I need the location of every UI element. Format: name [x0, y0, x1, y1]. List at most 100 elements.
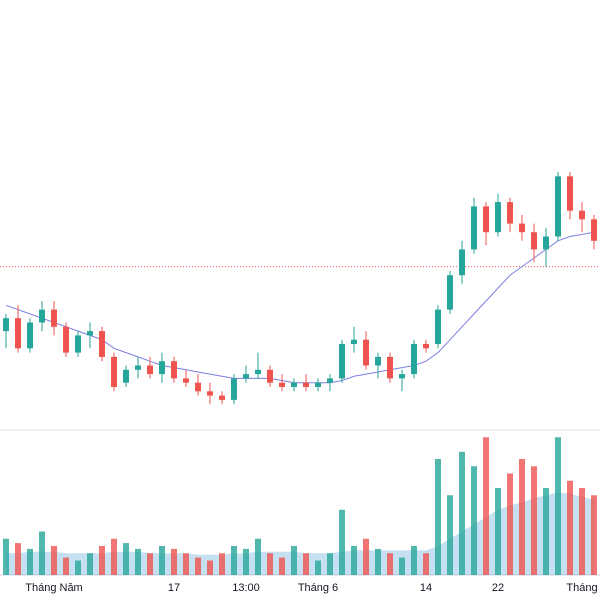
volume-bar [459, 451, 465, 575]
volume-bar [303, 553, 309, 575]
candle-body [243, 374, 249, 379]
volume-bar [3, 538, 9, 575]
volume-bar [87, 553, 93, 575]
x-tick-label: 17 [168, 582, 180, 594]
volume-bar [279, 557, 285, 575]
volume-bar [555, 437, 561, 575]
candle-body [3, 318, 9, 332]
volume-bar [123, 543, 129, 575]
volume-bar [171, 548, 177, 575]
volume-bar [39, 531, 45, 575]
x-tick-label: 14 [420, 582, 432, 594]
candle-body [363, 339, 369, 366]
volume-bar [399, 557, 405, 575]
candle-body [267, 369, 273, 383]
volume-bar [351, 546, 357, 575]
candle-body [15, 318, 21, 349]
candle-body [207, 391, 213, 396]
volume-bar [135, 548, 141, 575]
candle-body [339, 344, 345, 379]
volume-bar [99, 546, 105, 575]
candle-body [219, 395, 225, 400]
volume-bar [519, 459, 525, 575]
candle-body [315, 382, 321, 387]
candle-body [591, 219, 597, 241]
volume-bar [423, 553, 429, 575]
volume-bar [51, 546, 57, 575]
volume-bar [579, 488, 585, 575]
candle-body [195, 382, 201, 392]
volume-bar [207, 560, 213, 575]
x-tick-label: Tháng Năm [25, 582, 82, 594]
candle-body [27, 322, 33, 349]
candle-body [423, 344, 429, 349]
volume-bar [183, 553, 189, 575]
volume-bar [447, 495, 453, 575]
candle-body [303, 382, 309, 387]
volume-bar [27, 548, 33, 575]
candle-body [291, 382, 297, 387]
candle-body [543, 236, 549, 250]
volume-bar [591, 495, 597, 575]
candle-body [39, 309, 45, 323]
candle-body [111, 356, 117, 387]
volume-bar [339, 509, 345, 575]
candle-body [171, 361, 177, 379]
volume-bar [567, 480, 573, 575]
candle-body [471, 206, 477, 250]
candle-body [435, 309, 441, 344]
volume-bar [111, 538, 117, 575]
candle-body [51, 309, 57, 327]
candle-body [147, 365, 153, 375]
candle-body [135, 365, 141, 370]
candle-body [447, 275, 453, 310]
x-tick-label: Tháng [566, 582, 597, 594]
candle-body [531, 232, 537, 250]
volume-bar [411, 546, 417, 575]
candle-body [459, 249, 465, 276]
candle-body [279, 382, 285, 387]
volume-bar [219, 553, 225, 575]
candle-body [555, 176, 561, 237]
volume-bar [231, 546, 237, 575]
volume-bar [495, 488, 501, 575]
candle-body [375, 356, 381, 366]
candle-body [567, 176, 573, 211]
candle-body [495, 202, 501, 233]
volume-bar [507, 473, 513, 575]
candle-body [579, 210, 585, 220]
candle-body [411, 344, 417, 375]
candle-body [519, 223, 525, 233]
volume-bar [63, 557, 69, 575]
candle-body [255, 369, 261, 375]
volume-bar [75, 560, 81, 575]
candle-body [75, 335, 81, 353]
volume-bar [363, 538, 369, 575]
volume-bar [255, 538, 261, 575]
candle-body [507, 202, 513, 224]
candle-body [483, 206, 489, 233]
volume-bar [435, 459, 441, 575]
candle-body [351, 339, 357, 344]
volume-bar [147, 553, 153, 575]
volume-bar [471, 466, 477, 575]
candle-body [387, 356, 393, 379]
volume-bar [315, 560, 321, 575]
volume-bar [483, 437, 489, 575]
candle-body [123, 369, 129, 383]
volume-bar [267, 553, 273, 575]
candle-body [159, 361, 165, 375]
volume-bar [159, 546, 165, 575]
volume-bar [375, 548, 381, 575]
volume-bar [387, 553, 393, 575]
volume-bar [195, 557, 201, 575]
candle-body [99, 331, 105, 357]
volume-bar [531, 466, 537, 575]
volume-bar [543, 488, 549, 575]
volume-bar [15, 543, 21, 575]
x-tick-label: Tháng 6 [298, 582, 338, 594]
x-tick-label: 13:00 [232, 582, 260, 594]
candle-body [399, 374, 405, 379]
